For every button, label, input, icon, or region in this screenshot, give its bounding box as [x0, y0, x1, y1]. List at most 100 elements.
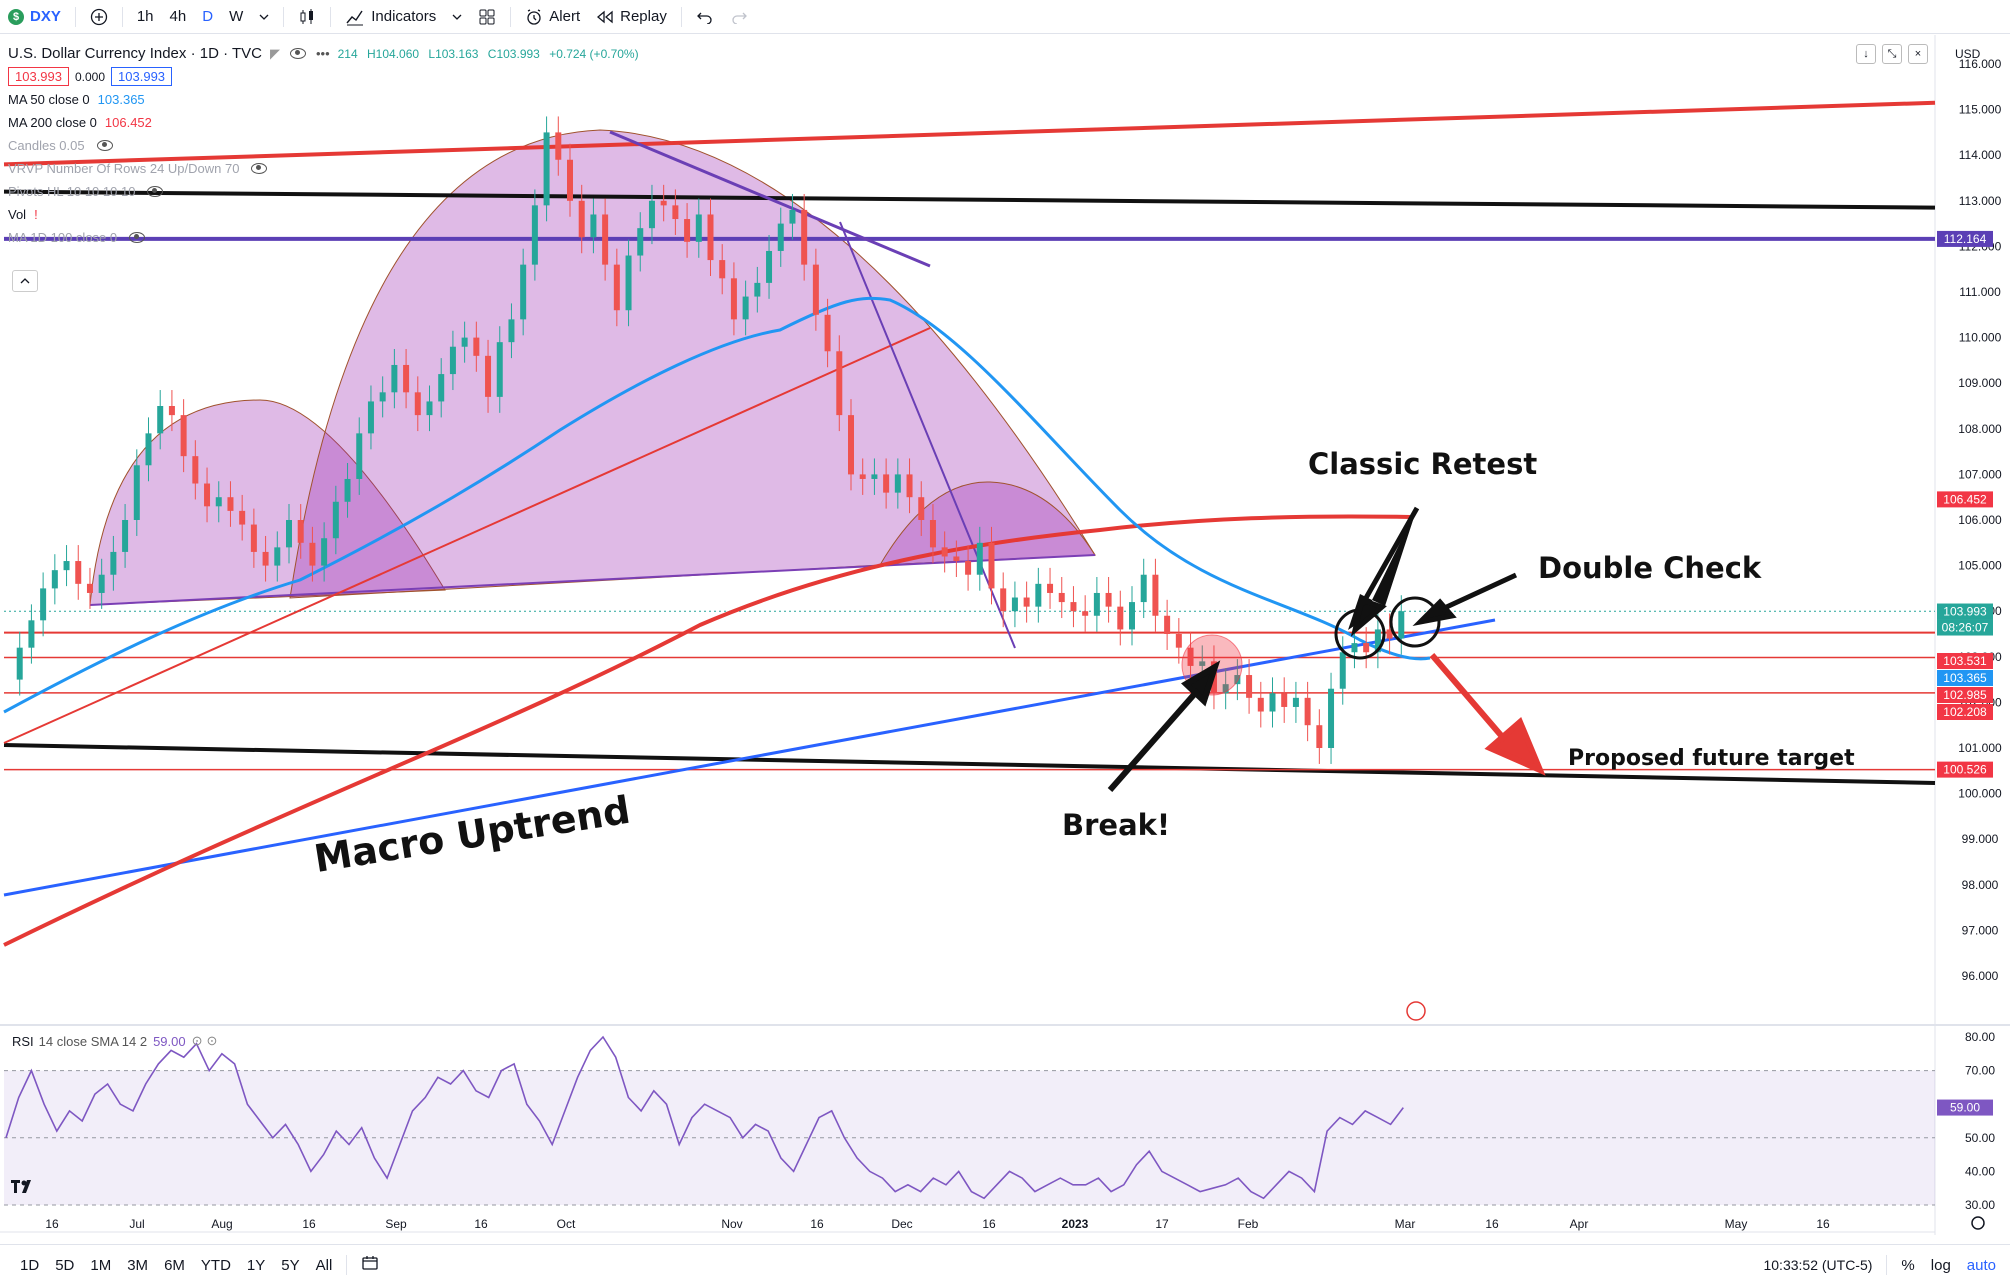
templates-dropdown-button[interactable] [444, 0, 470, 34]
price-tick-label: 106.000 [1958, 513, 2002, 527]
toolbar-divider [346, 1255, 348, 1275]
chart-type-button[interactable] [290, 0, 324, 34]
time-tick-label: Aug [211, 1217, 232, 1231]
alert-button[interactable]: Alert [517, 0, 588, 34]
candle-body [1363, 643, 1370, 653]
interval-1w[interactable]: W [229, 8, 244, 25]
indicator-row[interactable]: MA 200 close 0 106.452 [8, 111, 645, 134]
range-button-1y[interactable]: 1Y [246, 1256, 266, 1274]
move-down-icon[interactable]: ↓ [1856, 44, 1876, 64]
go-to-date-button[interactable] [353, 1255, 387, 1275]
sell-price-box[interactable]: 103.993 [8, 67, 69, 86]
indicator-row[interactable]: MA 1D 100 close 0 [8, 226, 645, 249]
candle-body [356, 433, 363, 479]
hidden-eye-icon[interactable] [251, 163, 268, 174]
candle-body [1246, 675, 1253, 698]
log-toggle[interactable]: log [1930, 1256, 1951, 1274]
settings-gear-icon [1971, 1216, 1985, 1230]
candle-body [1222, 684, 1229, 694]
candle-body [1328, 688, 1335, 748]
info-circle-icon[interactable]: ⊙ [206, 1033, 218, 1048]
price-badge-bg [1937, 619, 1993, 636]
candle-body [1082, 611, 1089, 616]
symbol-title[interactable]: U.S. Dollar Currency Index · 1D · TVC [8, 45, 262, 62]
collapse-legend-button[interactable] [12, 270, 38, 292]
symbol-search[interactable]: $ DXY [0, 0, 69, 34]
indicator-name: Candles 0.05 [8, 138, 85, 153]
indicators-button[interactable]: Indicators [337, 0, 444, 34]
tradingview-logo-icon[interactable] [10, 1178, 40, 1200]
range-button-1m[interactable]: 1M [90, 1256, 112, 1274]
range-button-6m[interactable]: 6M [164, 1256, 185, 1274]
flag-icon[interactable]: ◤ [269, 45, 280, 61]
hidden-eye-icon[interactable] [129, 232, 146, 243]
candle-body [1187, 647, 1194, 666]
undo-button[interactable] [688, 0, 722, 34]
close-pane-icon[interactable]: × [1908, 44, 1928, 64]
replay-button[interactable]: Replay [588, 0, 675, 34]
candle-body [1152, 574, 1159, 616]
candle-body [859, 474, 866, 479]
legend-title-row: U.S. Dollar Currency Index · 1D · TVC ◤ … [8, 42, 645, 65]
price-axis-badge: 103.531 [1937, 653, 1993, 669]
interval-4h[interactable]: 4h [169, 8, 187, 25]
clock-time[interactable]: 10:33:52 (UTC-5) [1763, 1257, 1873, 1273]
collapse-pane-icon[interactable]: ⤡ [1882, 44, 1902, 64]
candle-body [180, 415, 187, 457]
settings-circle-icon[interactable]: ⊙ [191, 1033, 203, 1048]
more-dots-icon[interactable]: ••• [315, 46, 330, 61]
rsi-name[interactable]: RSI [12, 1033, 34, 1049]
candle-body [63, 561, 70, 571]
price-tick-label: 116.000 [1959, 57, 2002, 71]
rsi-value-badge [1937, 1099, 1993, 1116]
range-button-5y[interactable]: 5Y [281, 1256, 300, 1274]
candle-body [531, 205, 538, 265]
candle-body [215, 497, 222, 507]
range-button-5d[interactable]: 5D [55, 1256, 75, 1274]
time-tick-label: Feb [1238, 1217, 1259, 1231]
price-tick-label: 110.000 [1959, 331, 2002, 345]
left-shoulder [89, 399, 446, 606]
range-button-ytd[interactable]: YTD [200, 1256, 231, 1274]
percent-toggle[interactable]: % [1901, 1256, 1915, 1274]
indicators-icon [346, 10, 364, 25]
auto-toggle[interactable]: auto [1966, 1256, 1996, 1274]
range-button-3m[interactable]: 3M [127, 1256, 149, 1274]
price-chart[interactable]: 116.000115.000114.000113.000112.000111.0… [0, 35, 2010, 1235]
hidden-eye-icon[interactable] [147, 186, 164, 197]
interval-1d[interactable]: D [202, 8, 214, 25]
indicator-row[interactable]: Pivots HL 10 10 10 10 [8, 180, 645, 203]
candle-body [204, 483, 211, 507]
candle-body [250, 524, 257, 552]
indicator-row[interactable]: MA 50 close 0 103.365 [8, 88, 645, 111]
indicator-row[interactable]: VRVP Number Of Rows 24 Up/Down 70 [8, 157, 645, 180]
visibility-eye-icon[interactable] [289, 48, 306, 59]
range-button-1d[interactable]: 1D [20, 1256, 40, 1274]
candle-body [332, 501, 339, 539]
candle-body [1140, 574, 1147, 603]
time-tick-label: Dec [891, 1217, 912, 1231]
candle-body [86, 583, 93, 593]
indicator-row[interactable]: Vol! [8, 203, 645, 226]
toolbar-divider [330, 6, 332, 27]
candle-body [1398, 611, 1405, 639]
hidden-eye-icon[interactable] [96, 140, 113, 151]
price-tick-label: 114.000 [1959, 148, 2002, 162]
events-lightning-icon [1406, 1001, 1426, 1021]
candle-body [941, 547, 948, 557]
interval-dropdown-button[interactable] [251, 0, 277, 34]
compare-symbol-button[interactable] [82, 0, 116, 34]
layouts-button[interactable] [470, 0, 504, 34]
grid-layout-icon [479, 9, 495, 24]
redo-button[interactable] [722, 0, 756, 34]
interval-1h[interactable]: 1h [136, 8, 154, 25]
indicator-row[interactable]: Candles 0.05 [8, 134, 645, 157]
price-axis-badge: 106.452 [1937, 491, 1993, 508]
rsi-legend: RSI 14 close SMA 14 2 59.00 ⊙ ⊙ [12, 1033, 217, 1049]
candle-body [1199, 661, 1206, 666]
buy-price-box[interactable]: 103.993 [111, 67, 173, 86]
range-button-all[interactable]: All [315, 1256, 333, 1274]
candle-body [367, 401, 374, 434]
ma-200-line [3, 514, 1411, 947]
candle-body [648, 200, 655, 229]
